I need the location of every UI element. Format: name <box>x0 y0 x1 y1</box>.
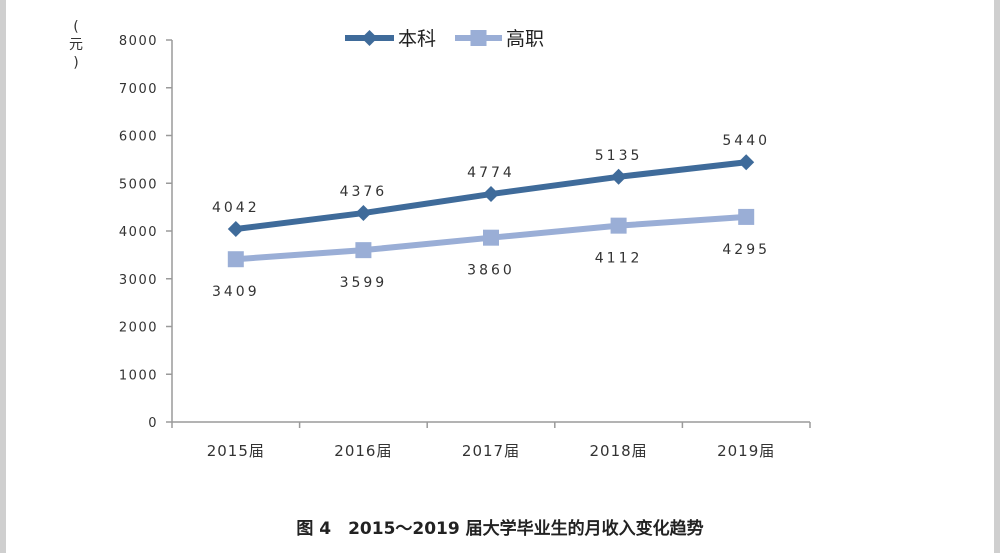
y-axis-title-char-1: ( <box>73 19 79 35</box>
y-axis-title-char-2: 元 <box>69 37 83 53</box>
data-label: 3409 <box>212 284 260 300</box>
legend-label: 高职 <box>506 28 544 50</box>
y-tick-label: 4000 <box>119 225 158 240</box>
legend-marker <box>470 30 487 46</box>
data-label: 5440 <box>722 133 770 149</box>
data-point-marker <box>355 242 372 259</box>
data-point-marker <box>738 208 755 225</box>
x-tick-label: 2018届 <box>590 442 648 460</box>
data-label: 4112 <box>595 251 643 267</box>
x-tick-label: 2017届 <box>462 442 520 460</box>
y-tick-label: 7000 <box>119 82 158 97</box>
data-point-marker <box>483 186 499 203</box>
y-tick-label: 5000 <box>119 177 158 192</box>
frame-right-border <box>994 0 1000 553</box>
data-label: 4295 <box>722 242 770 258</box>
data-point-marker <box>483 229 499 246</box>
data-point-marker <box>610 217 627 234</box>
data-label: 4774 <box>467 165 515 181</box>
y-tick-label: 0 <box>148 416 158 431</box>
y-tick-label: 8000 <box>119 34 158 49</box>
data-label: 3599 <box>340 275 388 291</box>
data-label: 5135 <box>595 148 643 164</box>
data-point-marker <box>610 168 627 185</box>
y-axis-title: ( 元 ) <box>62 18 90 72</box>
data-label: 4042 <box>212 200 260 216</box>
data-point-marker <box>355 205 372 222</box>
data-point-marker <box>738 154 755 171</box>
data-point-marker <box>227 220 244 237</box>
data-label: 3860 <box>467 263 515 279</box>
data-point-marker <box>227 251 244 268</box>
legend-marker <box>361 30 378 46</box>
y-axis-title-char-3: ) <box>73 55 79 71</box>
data-label: 4376 <box>340 184 388 200</box>
x-tick-label: 2019届 <box>717 442 775 460</box>
y-tick-label: 1000 <box>119 368 158 383</box>
frame-left-border <box>0 0 6 553</box>
figure-caption: 图 4 2015～2019 届大学毕业生的月收入变化趋势 <box>296 519 704 539</box>
legend-label: 本科 <box>398 28 436 50</box>
y-tick-label: 3000 <box>119 273 158 288</box>
y-tick-label: 6000 <box>119 130 158 145</box>
y-tick-label: 2000 <box>119 321 158 336</box>
x-tick-label: 2016届 <box>334 442 392 460</box>
x-tick-label: 2015届 <box>207 442 265 460</box>
